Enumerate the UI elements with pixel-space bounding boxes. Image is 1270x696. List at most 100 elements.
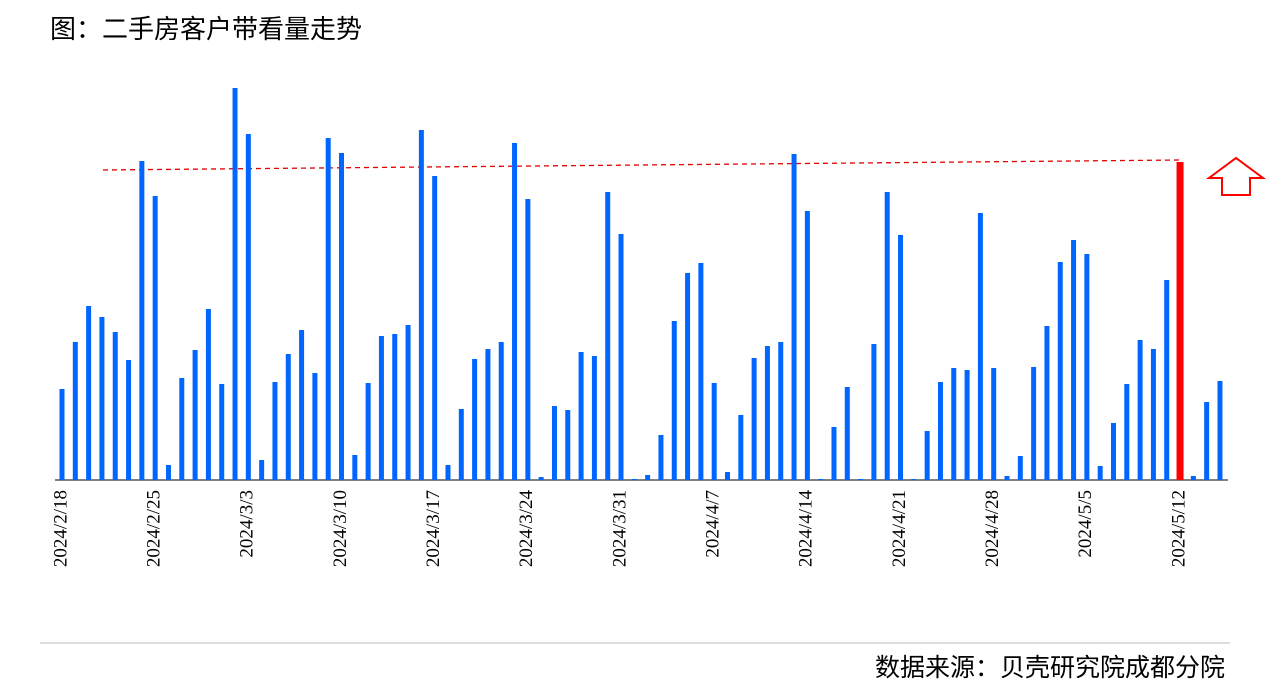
bar (1164, 280, 1170, 480)
bar (951, 368, 957, 480)
bar (512, 143, 518, 480)
bar (126, 360, 132, 480)
chart-title: 图：二手房客户带看量走势 (50, 15, 362, 44)
bar (1071, 240, 1077, 480)
bar (1124, 384, 1130, 480)
bar (445, 465, 451, 480)
bar (551, 406, 557, 480)
bar (658, 435, 664, 480)
bar (1137, 340, 1143, 480)
bar (898, 235, 904, 480)
bar (86, 306, 92, 480)
bar (831, 427, 837, 480)
bar (325, 138, 331, 480)
x-tick-label: 2024/3/17 (423, 490, 444, 567)
bar (1176, 162, 1184, 480)
bar (472, 359, 478, 480)
bar (725, 472, 730, 480)
x-tick-label: 2024/3/24 (516, 490, 537, 568)
bar (59, 389, 65, 480)
x-tick-label: 2024/4/7 (703, 490, 724, 558)
x-tick-label: 2024/2/25 (144, 490, 165, 567)
bar (937, 382, 943, 480)
bar (738, 415, 744, 480)
bar (165, 465, 171, 480)
bar (498, 342, 504, 480)
bar (1110, 423, 1116, 480)
x-tick-label: 2024/2/18 (50, 490, 71, 567)
bar (1190, 476, 1196, 480)
bar (591, 356, 597, 480)
bar (844, 387, 850, 480)
bar (205, 309, 211, 480)
bar (232, 88, 238, 480)
bar (352, 455, 358, 480)
bar (312, 373, 318, 480)
bar (685, 273, 691, 480)
bar (485, 349, 491, 480)
bar (631, 479, 637, 480)
bar (365, 383, 371, 480)
bar (698, 263, 704, 480)
bar (711, 383, 717, 480)
bar (578, 352, 584, 480)
bar (192, 350, 198, 480)
bar (432, 176, 438, 480)
bar (778, 342, 784, 480)
bar (458, 409, 464, 480)
bar (1217, 381, 1223, 480)
bar (605, 192, 611, 480)
bar (378, 336, 384, 480)
x-tick-label: 2024/4/21 (889, 490, 910, 567)
bar (1044, 326, 1050, 480)
bar (565, 410, 571, 480)
bar (112, 332, 118, 480)
x-tick-label: 2024/3/10 (330, 490, 351, 567)
bar (1097, 466, 1103, 480)
x-tick-label: 2024/5/12 (1168, 490, 1189, 567)
bar (645, 475, 651, 480)
up-arrow (1205, 156, 1267, 196)
bar (764, 346, 770, 480)
bar (219, 384, 225, 480)
bar (818, 479, 824, 480)
bar (884, 192, 890, 480)
bar (99, 317, 105, 480)
bar (1204, 402, 1210, 480)
bar (179, 378, 185, 480)
bar (791, 154, 797, 480)
x-tick-label: 2024/4/28 (982, 490, 1003, 567)
bar (977, 213, 983, 480)
reference-line (102, 159, 1181, 171)
bar (1057, 262, 1063, 480)
bar (1017, 456, 1023, 480)
bar (911, 479, 917, 480)
bar (804, 211, 810, 480)
bar (139, 161, 145, 480)
bar (339, 153, 345, 480)
bar (1084, 254, 1090, 480)
bar (272, 382, 278, 480)
bar (285, 354, 291, 480)
bar (418, 130, 424, 480)
bar (72, 342, 78, 480)
bar (858, 479, 864, 480)
bar (964, 370, 970, 480)
bar (751, 358, 757, 480)
bar (671, 321, 677, 480)
bar (924, 431, 930, 480)
bar (1004, 476, 1010, 480)
x-tick-label: 2024/3/31 (609, 490, 630, 567)
bar (538, 477, 544, 480)
x-tick-label: 2024/4/14 (796, 490, 817, 568)
bar (245, 134, 251, 480)
bar (405, 325, 411, 480)
bar (618, 234, 624, 480)
bar (299, 330, 305, 480)
bar (259, 460, 265, 480)
bar (525, 199, 531, 480)
bar (152, 196, 158, 480)
x-tick-label: 2024/5/5 (1075, 490, 1096, 558)
bar (871, 344, 877, 480)
